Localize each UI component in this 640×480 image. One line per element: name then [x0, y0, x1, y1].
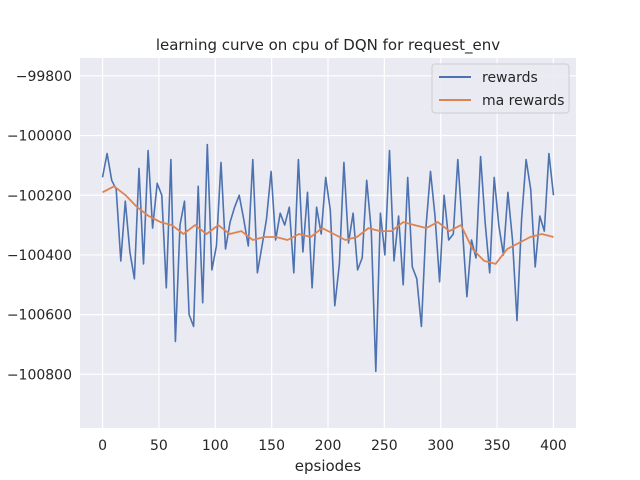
y-tick-label: −100600	[7, 308, 72, 324]
y-tick-label: −100400	[7, 248, 72, 264]
x-tick-label: 50	[150, 438, 168, 454]
grid	[80, 58, 576, 428]
x-tick-label: 300	[427, 438, 454, 454]
legend-rewards-label: rewards	[482, 70, 538, 86]
x-tick-label: 200	[315, 438, 342, 454]
y-tick-label: −100800	[7, 367, 72, 383]
y-tick-label: −100200	[7, 188, 72, 204]
x-tick-label: 150	[258, 438, 285, 454]
x-tick-label: 350	[484, 438, 511, 454]
y-tick-label: −100000	[7, 129, 72, 145]
series-group	[101, 143, 555, 373]
legend-ma-rewards-label: ma rewards	[482, 93, 564, 109]
x-tick-label: 250	[371, 438, 398, 454]
x-tick-label: 0	[98, 438, 107, 454]
x-tick-label: 400	[540, 438, 567, 454]
y-tick-label: −99800	[16, 69, 72, 85]
rewards-series-line	[101, 143, 555, 373]
x-tick-label: 100	[202, 438, 229, 454]
ma-rewards-series-line	[102, 185, 554, 265]
legend: rewards ma rewards	[431, 63, 570, 114]
tick-labels: 0 50 100 150 200 250 300 350 400 −100800 −100600 −1…	[7, 69, 567, 454]
x-axis-label: epsiodes	[295, 457, 362, 475]
chart-title: learning curve on cpu of DQN for request…	[156, 36, 500, 55]
